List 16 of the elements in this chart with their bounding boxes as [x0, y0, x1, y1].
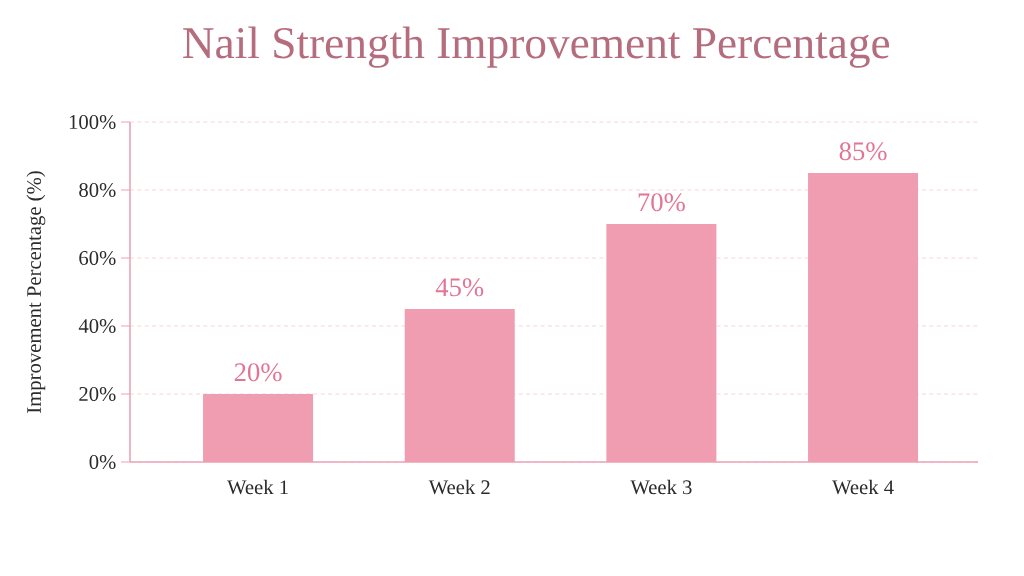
x-tick-label: Week 2: [428, 479, 490, 495]
x-tick-label: Week 1: [227, 479, 288, 495]
data-label: 45%: [435, 278, 484, 297]
x-tick-label: Week 4: [832, 479, 894, 495]
y-tick-label: 0%: [89, 455, 116, 470]
y-tick-label: 20%: [79, 387, 116, 402]
y-axis-title: Improvement Percentage (%): [26, 171, 46, 413]
x-tick-label: Week 3: [630, 479, 692, 495]
data-label: 20%: [234, 363, 282, 382]
chart-title: Nail Strength Improvement Percentage: [183, 26, 890, 68]
y-tick-label: 60%: [79, 251, 116, 266]
y-tick-label: 80%: [79, 183, 116, 198]
data-label: 70%: [638, 193, 685, 212]
y-tick-label: 100%: [69, 115, 116, 130]
data-label: 85%: [839, 142, 887, 161]
y-tick-label: 40%: [78, 319, 116, 334]
